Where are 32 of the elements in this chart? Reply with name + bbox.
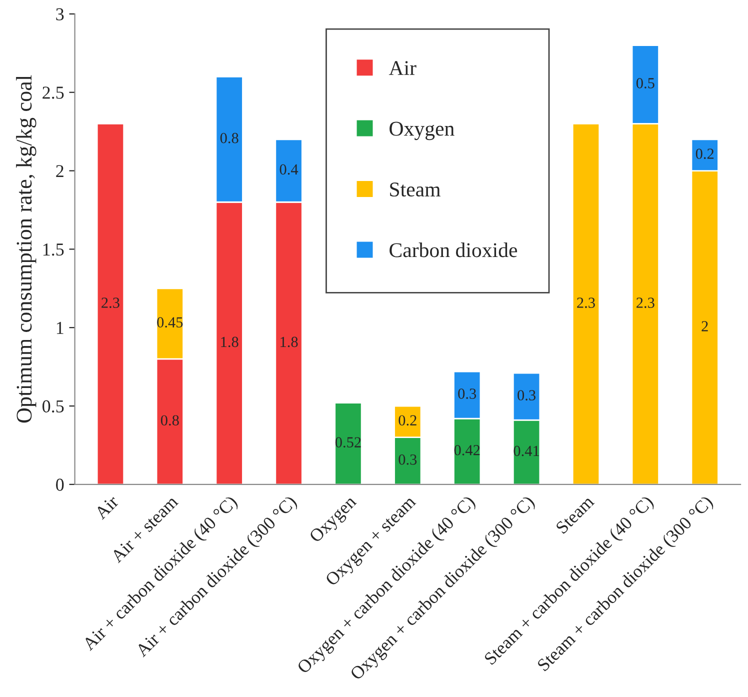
data-label: 0.4 bbox=[280, 164, 298, 175]
legend-label: Air bbox=[388, 61, 416, 75]
y-tick-label: 0.5 bbox=[42, 400, 64, 413]
data-label: 0.3 bbox=[398, 454, 417, 465]
data-label: 0.3 bbox=[458, 388, 476, 399]
y-tick-label: 1.5 bbox=[43, 244, 64, 256]
y-tick-label: 0 bbox=[56, 478, 64, 491]
bar bbox=[334, 402, 362, 484]
bar bbox=[96, 123, 125, 484]
data-label: 1.8 bbox=[221, 336, 238, 348]
y-tick-label: 2 bbox=[56, 165, 64, 178]
data-label: 0.3 bbox=[518, 390, 536, 400]
data-label: 0.2 bbox=[696, 148, 714, 159]
data-label: 2.3 bbox=[636, 298, 654, 308]
data-label: 0.8 bbox=[220, 132, 238, 144]
y-tick-label: 3 bbox=[56, 8, 64, 20]
y-axis-title: Optimum consumption rate, kg/kg coal bbox=[16, 75, 36, 423]
data-label: 0.2 bbox=[398, 415, 416, 426]
data-label: 2.3 bbox=[577, 298, 595, 308]
data-label: 0.52 bbox=[335, 437, 361, 448]
bar bbox=[572, 123, 600, 484]
legend-label: Oxygen bbox=[390, 122, 454, 140]
data-label: 2 bbox=[702, 321, 708, 332]
legend-label: Steam bbox=[390, 182, 440, 197]
data-label: 2.3 bbox=[102, 298, 120, 308]
data-label: 1.8 bbox=[280, 336, 298, 348]
y-tick-label: 1 bbox=[56, 322, 64, 334]
data-label: 0.8 bbox=[160, 415, 179, 426]
x-tick-label: Air bbox=[94, 494, 120, 520]
legend-label: Carbon dioxide bbox=[390, 242, 518, 258]
data-label: 0.5 bbox=[636, 78, 654, 88]
y-tick-label: 2.5 bbox=[42, 86, 64, 99]
